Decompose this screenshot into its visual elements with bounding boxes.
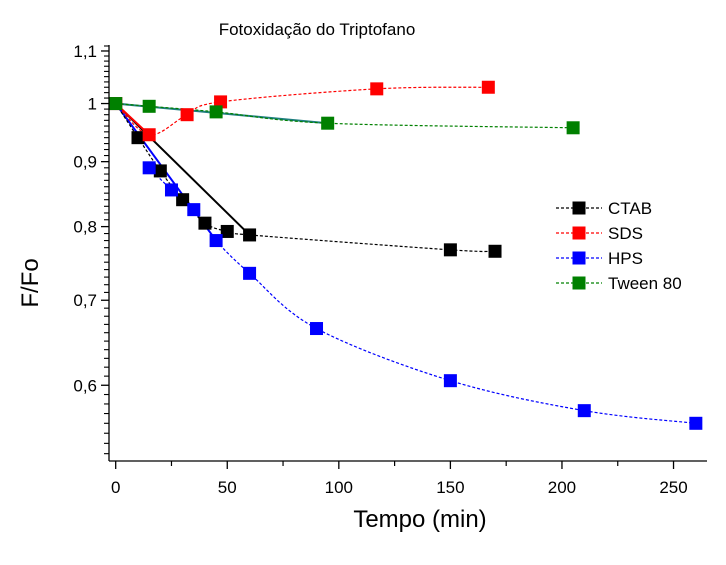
data-point-ctab <box>176 193 190 207</box>
y-tick-label: 1,1 <box>73 42 97 61</box>
series-curve-ctab <box>115 103 496 253</box>
x-tick-label: 50 <box>218 478 237 497</box>
data-point-hps <box>142 161 156 175</box>
data-point-ctab <box>198 216 212 230</box>
y-tick-label: 0,9 <box>73 153 97 172</box>
data-point-ctab <box>443 243 457 257</box>
data-point-hps <box>164 183 178 197</box>
legend-label-ctab: CTAB <box>608 199 652 218</box>
y-tick-label: 0,7 <box>73 291 97 310</box>
x-tick-label: 200 <box>548 478 576 497</box>
data-point-hps <box>209 234 223 248</box>
legend-marker-ctab <box>572 201 586 215</box>
x-tick-label: 250 <box>659 478 687 497</box>
data-point-ctab <box>153 164 167 178</box>
x-axis-label: Tempo (min) <box>353 506 486 533</box>
data-point-sds <box>214 95 228 109</box>
data-point-hps <box>310 322 324 336</box>
data-point-tween-80 <box>109 97 123 111</box>
data-point-tween-80 <box>142 99 156 113</box>
data-point-hps <box>443 374 457 388</box>
data-point-sds <box>142 128 156 142</box>
legend: CTAB SDS HPS Tween 80 <box>556 199 682 293</box>
legend-marker-tween-80 <box>572 276 586 290</box>
x-tick-label: 0 <box>111 478 120 497</box>
data-point-ctab <box>220 224 234 238</box>
data-point-ctab <box>488 244 502 258</box>
legend-marker-hps <box>572 251 586 265</box>
data-point-hps <box>187 203 201 217</box>
data-point-ctab <box>131 131 145 145</box>
y-ticks: 0,6 0,7 0,8 0,9 1 1,1 <box>73 42 109 455</box>
x-tick-label: 150 <box>436 478 464 497</box>
series-curve-sds <box>115 86 489 136</box>
legend-label-hps: HPS <box>608 249 643 268</box>
legend-marker-sds <box>572 226 586 240</box>
legend-label-sds: SDS <box>608 224 643 243</box>
data-point-tween-80 <box>209 105 223 119</box>
data-points <box>109 80 703 430</box>
y-axis-label: F/Fo <box>17 258 44 307</box>
y-tick-label: 0,6 <box>73 376 97 395</box>
data-point-tween-80 <box>566 121 580 135</box>
data-point-sds <box>481 80 495 94</box>
y-tick-label: 1 <box>88 95 97 114</box>
y-tick-label: 0,8 <box>73 218 97 237</box>
legend-label-tween-80: Tween 80 <box>608 274 682 293</box>
x-tick-label: 100 <box>325 478 353 497</box>
data-point-tween-80 <box>321 116 335 130</box>
data-point-hps <box>243 266 257 280</box>
data-point-sds <box>370 82 384 96</box>
chart-title: Fotoxidação do Triptofano <box>219 20 416 39</box>
data-point-hps <box>577 404 591 418</box>
series-curve-hps <box>148 167 696 424</box>
data-point-hps <box>689 416 703 430</box>
x-ticks: 0 50 100 150 200 250 <box>111 461 688 497</box>
data-point-sds <box>180 108 194 122</box>
data-point-ctab <box>243 228 257 242</box>
